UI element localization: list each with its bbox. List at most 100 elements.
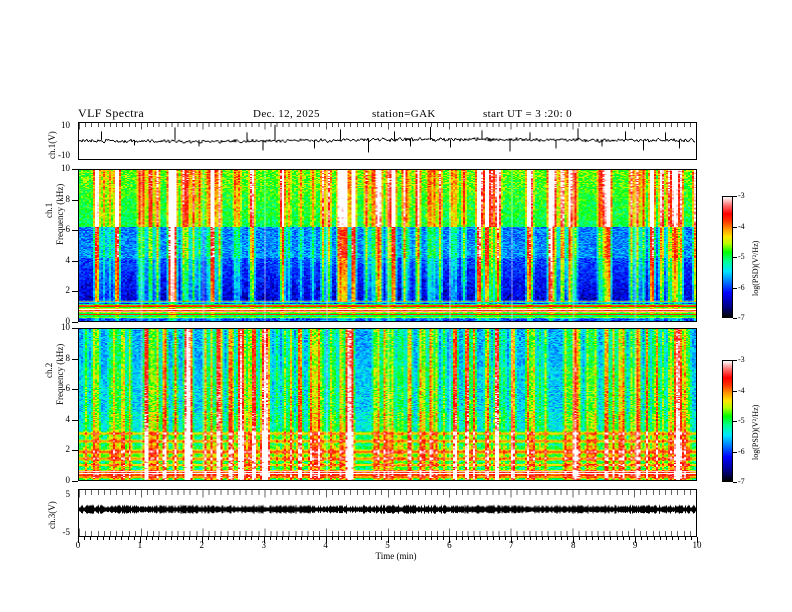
x-axis-minor-tick	[647, 537, 648, 540]
x-axis-minor-tick	[121, 537, 122, 540]
colorbar-tick-label: -5	[738, 252, 745, 261]
x-axis-minor-tick	[128, 537, 129, 540]
x-axis-minor-tick	[536, 537, 537, 540]
x-axis-tick-mark	[573, 537, 574, 543]
ch3-waveform-trace	[79, 490, 696, 536]
spectrogram-ytick-mark	[72, 359, 78, 360]
spectrogram-ytick: 4	[65, 254, 71, 265]
x-axis-minor-tick	[196, 537, 197, 540]
x-axis-minor-tick	[474, 537, 475, 540]
spectrogram-ytick: 0	[65, 316, 71, 326]
x-axis-minor-tick	[394, 537, 395, 540]
colorbar-tick-mark	[733, 196, 737, 197]
x-axis-tick-label: 5	[385, 540, 390, 550]
x-axis-tick-mark	[326, 537, 327, 543]
x-axis-minor-tick	[295, 537, 296, 540]
x-axis-minor-tick	[208, 537, 209, 540]
x-axis-minor-tick	[493, 537, 494, 540]
spectrogram-ytick-mark	[72, 420, 78, 421]
x-axis-minor-tick	[276, 537, 277, 540]
x-axis-tick-label: 1	[137, 540, 143, 550]
colorbar-tick-mark	[733, 318, 737, 319]
x-axis-tick-label: 4	[323, 540, 328, 550]
x-axis-minor-tick	[555, 537, 556, 540]
x-axis-minor-tick	[84, 537, 85, 540]
x-axis-minor-tick	[666, 537, 667, 540]
x-axis-minor-tick	[456, 537, 457, 540]
x-axis-minor-tick	[350, 537, 351, 540]
ch2-spectrogram-ylabel-ch: ch.2	[44, 362, 54, 378]
x-axis-minor-tick	[97, 537, 98, 540]
x-axis-minor-tick	[548, 537, 549, 540]
ch3-wave-ytick-1: -5	[62, 527, 71, 537]
x-axis-tick-label: 2	[199, 540, 205, 550]
ch1-waveform-trace	[79, 123, 696, 159]
x-axis-minor-tick	[245, 537, 246, 540]
x-axis-tick-mark	[511, 537, 512, 543]
x-axis-tick-label: 7	[509, 540, 514, 550]
x-axis-minor-tick	[487, 537, 488, 540]
x-axis-minor-tick	[134, 537, 135, 540]
x-axis-minor-tick	[499, 537, 500, 540]
x-axis-label: Time (min)	[375, 551, 417, 561]
x-axis-minor-tick	[369, 537, 370, 540]
colorbar-tick-mark	[733, 288, 737, 289]
spectrogram-ytick: 2	[65, 285, 71, 296]
ch1-wave-ytick-0: 10	[61, 120, 70, 130]
spectrogram-ytick-mark	[72, 328, 78, 329]
x-axis-minor-tick	[332, 537, 333, 540]
spectrogram-ytick-mark	[72, 200, 78, 201]
x-axis-minor-tick	[381, 537, 382, 540]
x-axis-tick-label: 10	[692, 540, 702, 550]
x-axis-minor-tick	[313, 537, 314, 540]
ch1-wave-ylabel: ch.1(V)	[47, 131, 57, 159]
x-axis-tick-label: 8	[570, 540, 576, 550]
colorbar-tick-label: -3	[738, 191, 745, 200]
spectrogram-ytick: 4	[65, 413, 71, 424]
x-axis-minor-tick	[412, 537, 413, 540]
spectrogram-ytick: 8	[65, 352, 71, 363]
x-axis-tick-mark	[140, 537, 141, 543]
x-axis-minor-tick	[146, 537, 147, 540]
x-axis-minor-tick	[623, 537, 624, 540]
x-axis-minor-tick	[617, 537, 618, 540]
x-axis-minor-tick	[239, 537, 240, 540]
colorbar-tick-mark	[733, 227, 737, 228]
ch1-waveform-panel	[78, 122, 697, 160]
colorbar-tick-label: -5	[738, 416, 745, 425]
x-axis-minor-tick	[270, 537, 271, 540]
x-axis-minor-tick	[158, 537, 159, 540]
x-axis-minor-tick	[282, 537, 283, 540]
x-axis-minor-tick	[610, 537, 611, 540]
ch3-waveform-panel	[78, 489, 697, 537]
colorbar-ch2-label: log(PSD)(V²/Hz)	[751, 404, 760, 460]
x-axis-minor-tick	[90, 537, 91, 540]
spectrogram-ytick: 0	[65, 475, 71, 485]
header-start-ut: start UT = 3 :20: 0	[483, 108, 573, 120]
x-axis-minor-tick	[344, 537, 345, 540]
x-axis-minor-tick	[103, 537, 104, 540]
x-axis-minor-tick	[592, 537, 593, 540]
x-axis-minor-tick	[517, 537, 518, 540]
spectrogram-ytick-mark	[72, 291, 78, 292]
x-axis-minor-tick	[505, 537, 506, 540]
spectrogram-ytick-mark	[72, 261, 78, 262]
x-axis-minor-tick	[641, 537, 642, 540]
x-axis-minor-tick	[301, 537, 302, 540]
colorbar-tick-label: -7	[738, 313, 745, 322]
colorbar-tick-mark	[733, 360, 737, 361]
x-axis-minor-tick	[406, 537, 407, 540]
ch1-spectrogram-panel	[78, 169, 697, 322]
x-axis-minor-tick	[685, 537, 686, 540]
x-axis-minor-tick	[165, 537, 166, 540]
x-axis-minor-tick	[375, 537, 376, 540]
x-axis-tick-mark	[449, 537, 450, 543]
ch1-spectrogram-image	[79, 170, 696, 321]
x-axis-tick-mark	[78, 537, 79, 543]
x-axis-minor-tick	[567, 537, 568, 540]
x-axis-tick-mark	[635, 537, 636, 543]
x-axis-tick-label: 6	[447, 540, 452, 550]
ch3-wave-ylabel: ch.3(V)	[47, 501, 57, 529]
x-axis-minor-tick	[357, 537, 358, 540]
colorbar-tick-label: -4	[738, 221, 745, 231]
